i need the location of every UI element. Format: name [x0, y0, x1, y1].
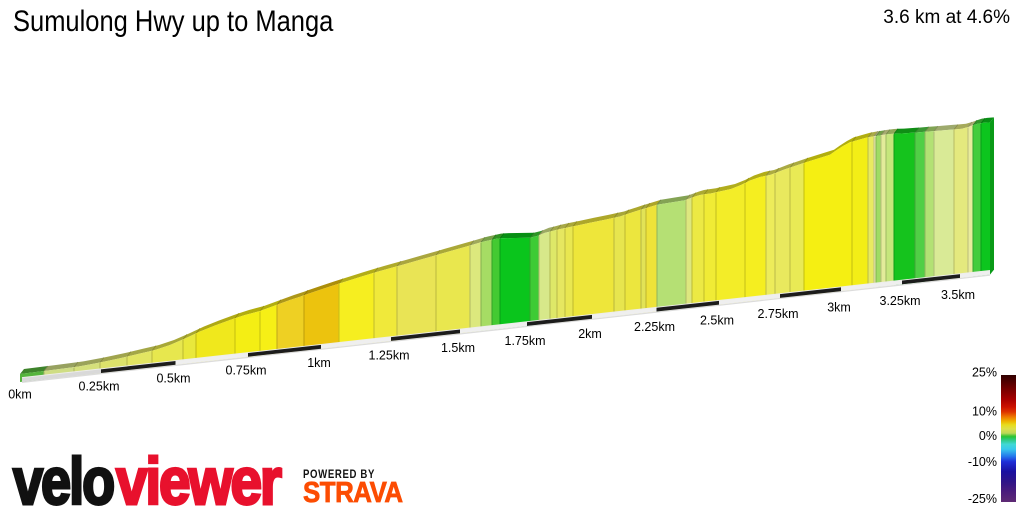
- svg-text:2.25km: 2.25km: [634, 320, 675, 334]
- svg-text:0.25km: 0.25km: [79, 379, 120, 393]
- svg-text:3.25km: 3.25km: [880, 294, 921, 308]
- svg-text:3km: 3km: [827, 300, 851, 314]
- svg-text:-10%: -10%: [968, 455, 997, 469]
- svg-text:2.75km: 2.75km: [758, 307, 799, 321]
- svg-text:0.5km: 0.5km: [156, 371, 190, 385]
- svg-text:1.75km: 1.75km: [505, 334, 546, 348]
- svg-text:2.5km: 2.5km: [700, 313, 734, 327]
- svg-text:0%: 0%: [979, 429, 997, 443]
- svg-text:1km: 1km: [307, 356, 331, 370]
- svg-text:25%: 25%: [972, 365, 997, 379]
- svg-text:-25%: -25%: [968, 492, 997, 506]
- svg-text:10%: 10%: [972, 404, 997, 418]
- svg-text:1.5km: 1.5km: [441, 341, 475, 355]
- svg-text:0.75km: 0.75km: [226, 364, 267, 378]
- svg-text:1.25km: 1.25km: [369, 348, 410, 362]
- svg-text:2km: 2km: [578, 327, 602, 341]
- svg-text:3.5km: 3.5km: [941, 288, 975, 302]
- svg-text:0km: 0km: [8, 388, 32, 402]
